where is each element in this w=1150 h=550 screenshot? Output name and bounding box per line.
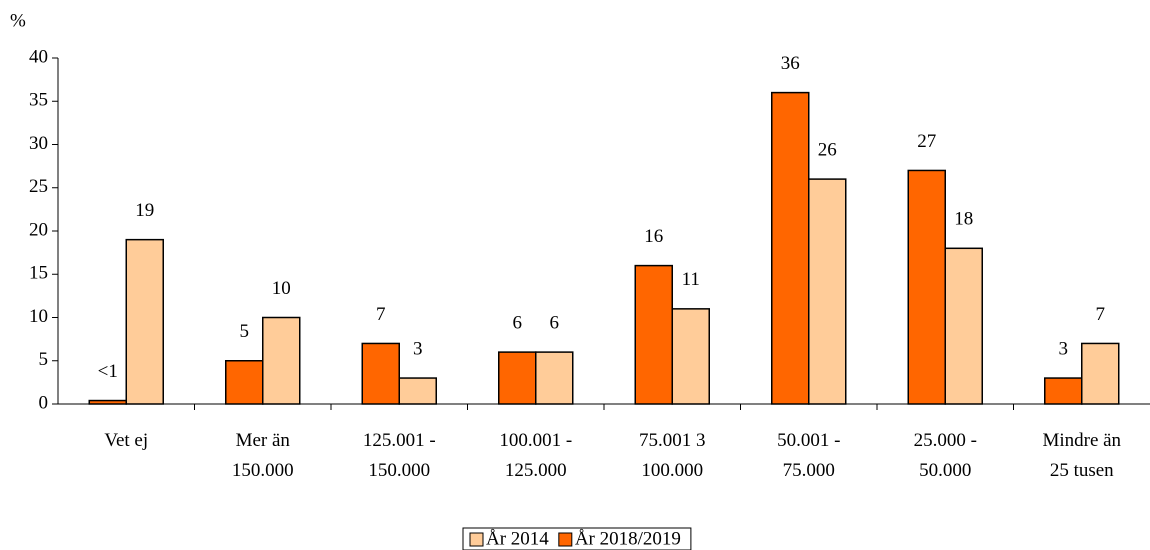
x-tick-label-line: Mindre än <box>1042 430 1121 451</box>
data-label: 3 <box>1059 338 1069 359</box>
x-tick-label: Mindre än 25 tusen <box>1042 430 1121 481</box>
x-tick-label: Vet ej <box>104 430 148 451</box>
data-label: 5 <box>240 321 250 342</box>
data-label: 16 <box>644 226 663 247</box>
bar <box>498 351 537 405</box>
x-tick-label-line: 100.001 - <box>499 430 572 451</box>
data-label: 36 <box>781 53 800 74</box>
legend-swatch <box>469 532 484 547</box>
x-tick-label-line: Vet ej <box>104 430 148 451</box>
bar <box>225 360 264 405</box>
bar <box>671 308 710 405</box>
bar <box>907 169 946 405</box>
bar <box>771 91 810 405</box>
bar <box>125 238 164 405</box>
y-tick-label: 40 <box>29 46 48 67</box>
y-axis-label: % <box>10 10 26 31</box>
data-label: 7 <box>1096 304 1106 325</box>
x-tick-label: Mer än 150.000 <box>232 430 294 481</box>
y-tick-label: 0 <box>39 392 49 413</box>
x-tick-label: 75.001 3 100.000 <box>639 430 706 481</box>
data-label: 26 <box>818 139 837 160</box>
bar <box>634 264 673 405</box>
x-tick-label-line: 125.001 - <box>363 430 436 451</box>
y-tick-label: 20 <box>29 219 48 240</box>
bar <box>88 399 127 405</box>
data-label: 19 <box>135 200 154 221</box>
data-label: 7 <box>376 304 386 325</box>
bar <box>262 316 301 405</box>
data-label: 3 <box>413 338 423 359</box>
legend-label: År 2018/2019 <box>575 528 681 549</box>
x-tick-label: 50.001 - 75.000 <box>777 430 840 481</box>
data-label: 10 <box>272 278 291 299</box>
x-tick-label-line: 50.001 - <box>777 430 840 451</box>
y-tick-label: 25 <box>29 176 48 197</box>
data-label: 6 <box>513 312 523 333</box>
x-tick-label-line: Mer än <box>236 430 291 451</box>
x-tick-label: 125.001 - 150.000 <box>363 430 436 481</box>
x-tick-label-line: 25 tusen <box>1050 460 1114 481</box>
legend: År 2014 År 2018/2019 <box>462 527 692 550</box>
x-tick-label: 100.001 - 125.000 <box>499 430 572 481</box>
legend-box <box>462 527 692 550</box>
legend-swatch <box>558 532 573 547</box>
x-tick-label-line: 150.000 <box>232 460 294 481</box>
bar <box>535 351 574 405</box>
data-label: <1 <box>98 361 118 382</box>
y-tick-label: 5 <box>39 349 49 370</box>
x-tick-label-line: 100.000 <box>641 460 703 481</box>
legend-label: År 2014 <box>486 528 549 549</box>
data-label: 11 <box>682 269 700 290</box>
bar <box>944 247 983 405</box>
bar <box>808 178 847 405</box>
y-tick-label: 30 <box>29 133 48 154</box>
y-tick-label: 35 <box>29 90 48 111</box>
x-tick-label-line: 150.000 <box>368 460 430 481</box>
x-tick-label: 25.000 - 50.000 <box>914 430 977 481</box>
bar <box>398 377 437 405</box>
x-tick-label-line: 75.000 <box>783 460 835 481</box>
x-tick-label-line: 25.000 - <box>914 430 977 451</box>
y-tick-label: 10 <box>29 306 48 327</box>
data-label: 18 <box>954 209 973 230</box>
bar <box>1081 342 1120 405</box>
x-tick-label-line: 50.000 <box>919 460 971 481</box>
x-tick-label-line: 125.000 <box>505 460 567 481</box>
data-label: 6 <box>550 312 560 333</box>
x-tick-label-line: 75.001 3 <box>639 430 706 451</box>
data-label: 27 <box>917 131 936 152</box>
bar <box>361 342 400 405</box>
bar <box>1044 377 1083 405</box>
y-tick-label: 15 <box>29 263 48 284</box>
